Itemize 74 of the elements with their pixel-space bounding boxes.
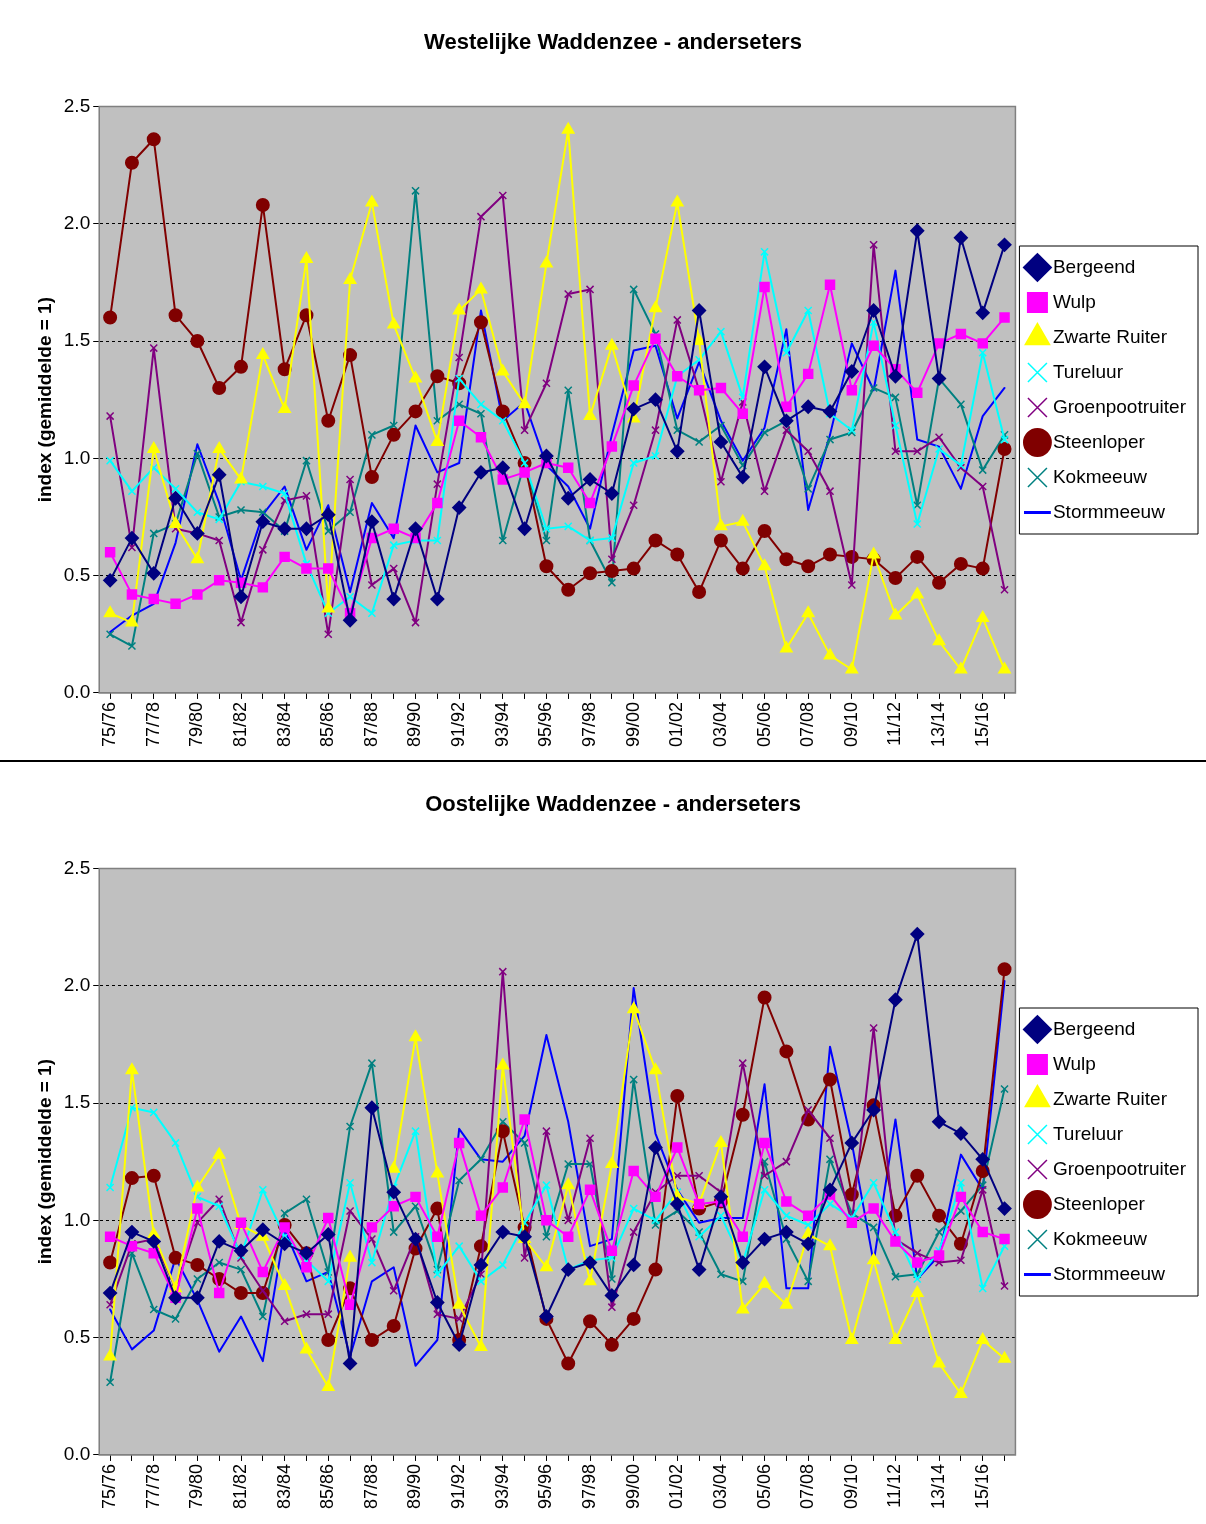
x-tick-label: 07/08 — [797, 1463, 818, 1509]
y-tick-label: 0.5 — [63, 1325, 91, 1347]
legend-label: Kokmeeuw — [1052, 1227, 1148, 1249]
y-tick-label: 0.0 — [63, 1443, 91, 1465]
x-tick-label: 93/94 — [491, 701, 512, 747]
legend-label: Stormmeeuw — [1052, 500, 1166, 522]
y-axis-title: index (gemiddelde = 1) — [33, 1059, 55, 1265]
x-tick-label: 85/86 — [317, 1463, 338, 1509]
x-tick-label: 97/98 — [579, 1463, 600, 1509]
x-tick-label: 79/80 — [186, 701, 207, 747]
x-tick-label: 75/76 — [99, 1463, 120, 1509]
x-tick-label: 81/82 — [229, 1463, 250, 1509]
legend-label: Groenpootruiter — [1052, 395, 1187, 417]
x-tick-label: 11/12 — [884, 701, 905, 746]
x-tick-label: 91/92 — [448, 701, 469, 747]
x-tick-label: 01/02 — [666, 1463, 687, 1509]
x-tick-label: 77/78 — [142, 701, 163, 747]
y-tick-label: 0.5 — [63, 563, 91, 585]
x-tick-label: 15/16 — [971, 701, 992, 747]
x-tick-label: 89/90 — [404, 701, 425, 747]
x-tick-label: 15/16 — [971, 1463, 992, 1509]
y-tick-label: 1.0 — [63, 446, 91, 468]
y-axis-title: index (gemiddelde = 1) — [33, 297, 55, 503]
x-tick-label: 87/88 — [360, 1463, 381, 1509]
chart-title: Oostelijke Waddenzee - anderseters — [425, 791, 801, 817]
x-tick-label: 09/10 — [840, 701, 861, 747]
legend-label: Bergeend — [1052, 255, 1136, 277]
legend-label: Groenpootruiter — [1052, 1157, 1187, 1179]
legend-label: Zwarte Ruiter — [1052, 325, 1168, 347]
y-tick-label: 1.5 — [63, 329, 91, 351]
y-tick-label: 1.0 — [63, 1208, 91, 1230]
legend-label: Wulp — [1052, 290, 1096, 312]
y-tick-label: 2.0 — [63, 973, 91, 995]
x-tick-label: 05/06 — [753, 1463, 774, 1509]
x-tick-label: 01/02 — [666, 701, 687, 747]
chart-title: Westelijke Waddenzee - anderseters — [424, 29, 802, 55]
y-tick-label: 0.0 — [63, 681, 91, 703]
x-tick-label: 89/90 — [404, 1463, 425, 1509]
x-tick-label: 77/78 — [142, 1463, 163, 1509]
x-tick-label: 75/76 — [99, 701, 120, 747]
y-tick-label: 1.5 — [63, 1091, 91, 1113]
x-tick-label: 85/86 — [317, 701, 338, 747]
x-tick-label: 81/82 — [229, 701, 250, 747]
x-tick-label: 95/96 — [535, 1463, 556, 1509]
x-tick-label: 97/98 — [579, 701, 600, 747]
x-tick-label: 95/96 — [535, 701, 556, 747]
x-tick-label: 99/00 — [622, 1463, 643, 1509]
legend-label: Wulp — [1052, 1052, 1096, 1074]
x-tick-label: 13/14 — [928, 1463, 949, 1509]
x-tick-label: 83/84 — [273, 701, 294, 747]
y-tick-label: 2.5 — [63, 856, 91, 878]
legend-label: Tureluur — [1052, 360, 1124, 382]
x-tick-label: 83/84 — [273, 1463, 294, 1509]
y-tick-label: 2.0 — [63, 211, 91, 233]
x-tick-label: 05/06 — [753, 701, 774, 747]
x-tick-label: 91/92 — [448, 1463, 469, 1509]
legend-label: Steenloper — [1052, 1192, 1146, 1214]
x-tick-label: 99/00 — [622, 701, 643, 747]
x-tick-label: 13/14 — [928, 701, 949, 747]
legend-label: Stormmeeuw — [1052, 1262, 1166, 1284]
legend-label: Kokmeeuw — [1052, 465, 1148, 487]
x-tick-label: 93/94 — [491, 1463, 512, 1509]
x-tick-label: 07/08 — [797, 701, 818, 747]
legend-label: Steenloper — [1052, 430, 1146, 452]
legend-label: Bergeend — [1052, 1017, 1136, 1039]
x-tick-label: 09/10 — [840, 1463, 861, 1509]
x-tick-label: 79/80 — [186, 1463, 207, 1509]
legend-label: Tureluur — [1052, 1122, 1124, 1144]
x-tick-label: 11/12 — [884, 1463, 905, 1508]
x-tick-label: 03/04 — [709, 701, 730, 747]
x-tick-label: 03/04 — [709, 1463, 730, 1509]
y-tick-label: 2.5 — [63, 94, 91, 116]
x-tick-label: 87/88 — [360, 701, 381, 747]
legend-label: Zwarte Ruiter — [1052, 1087, 1168, 1109]
